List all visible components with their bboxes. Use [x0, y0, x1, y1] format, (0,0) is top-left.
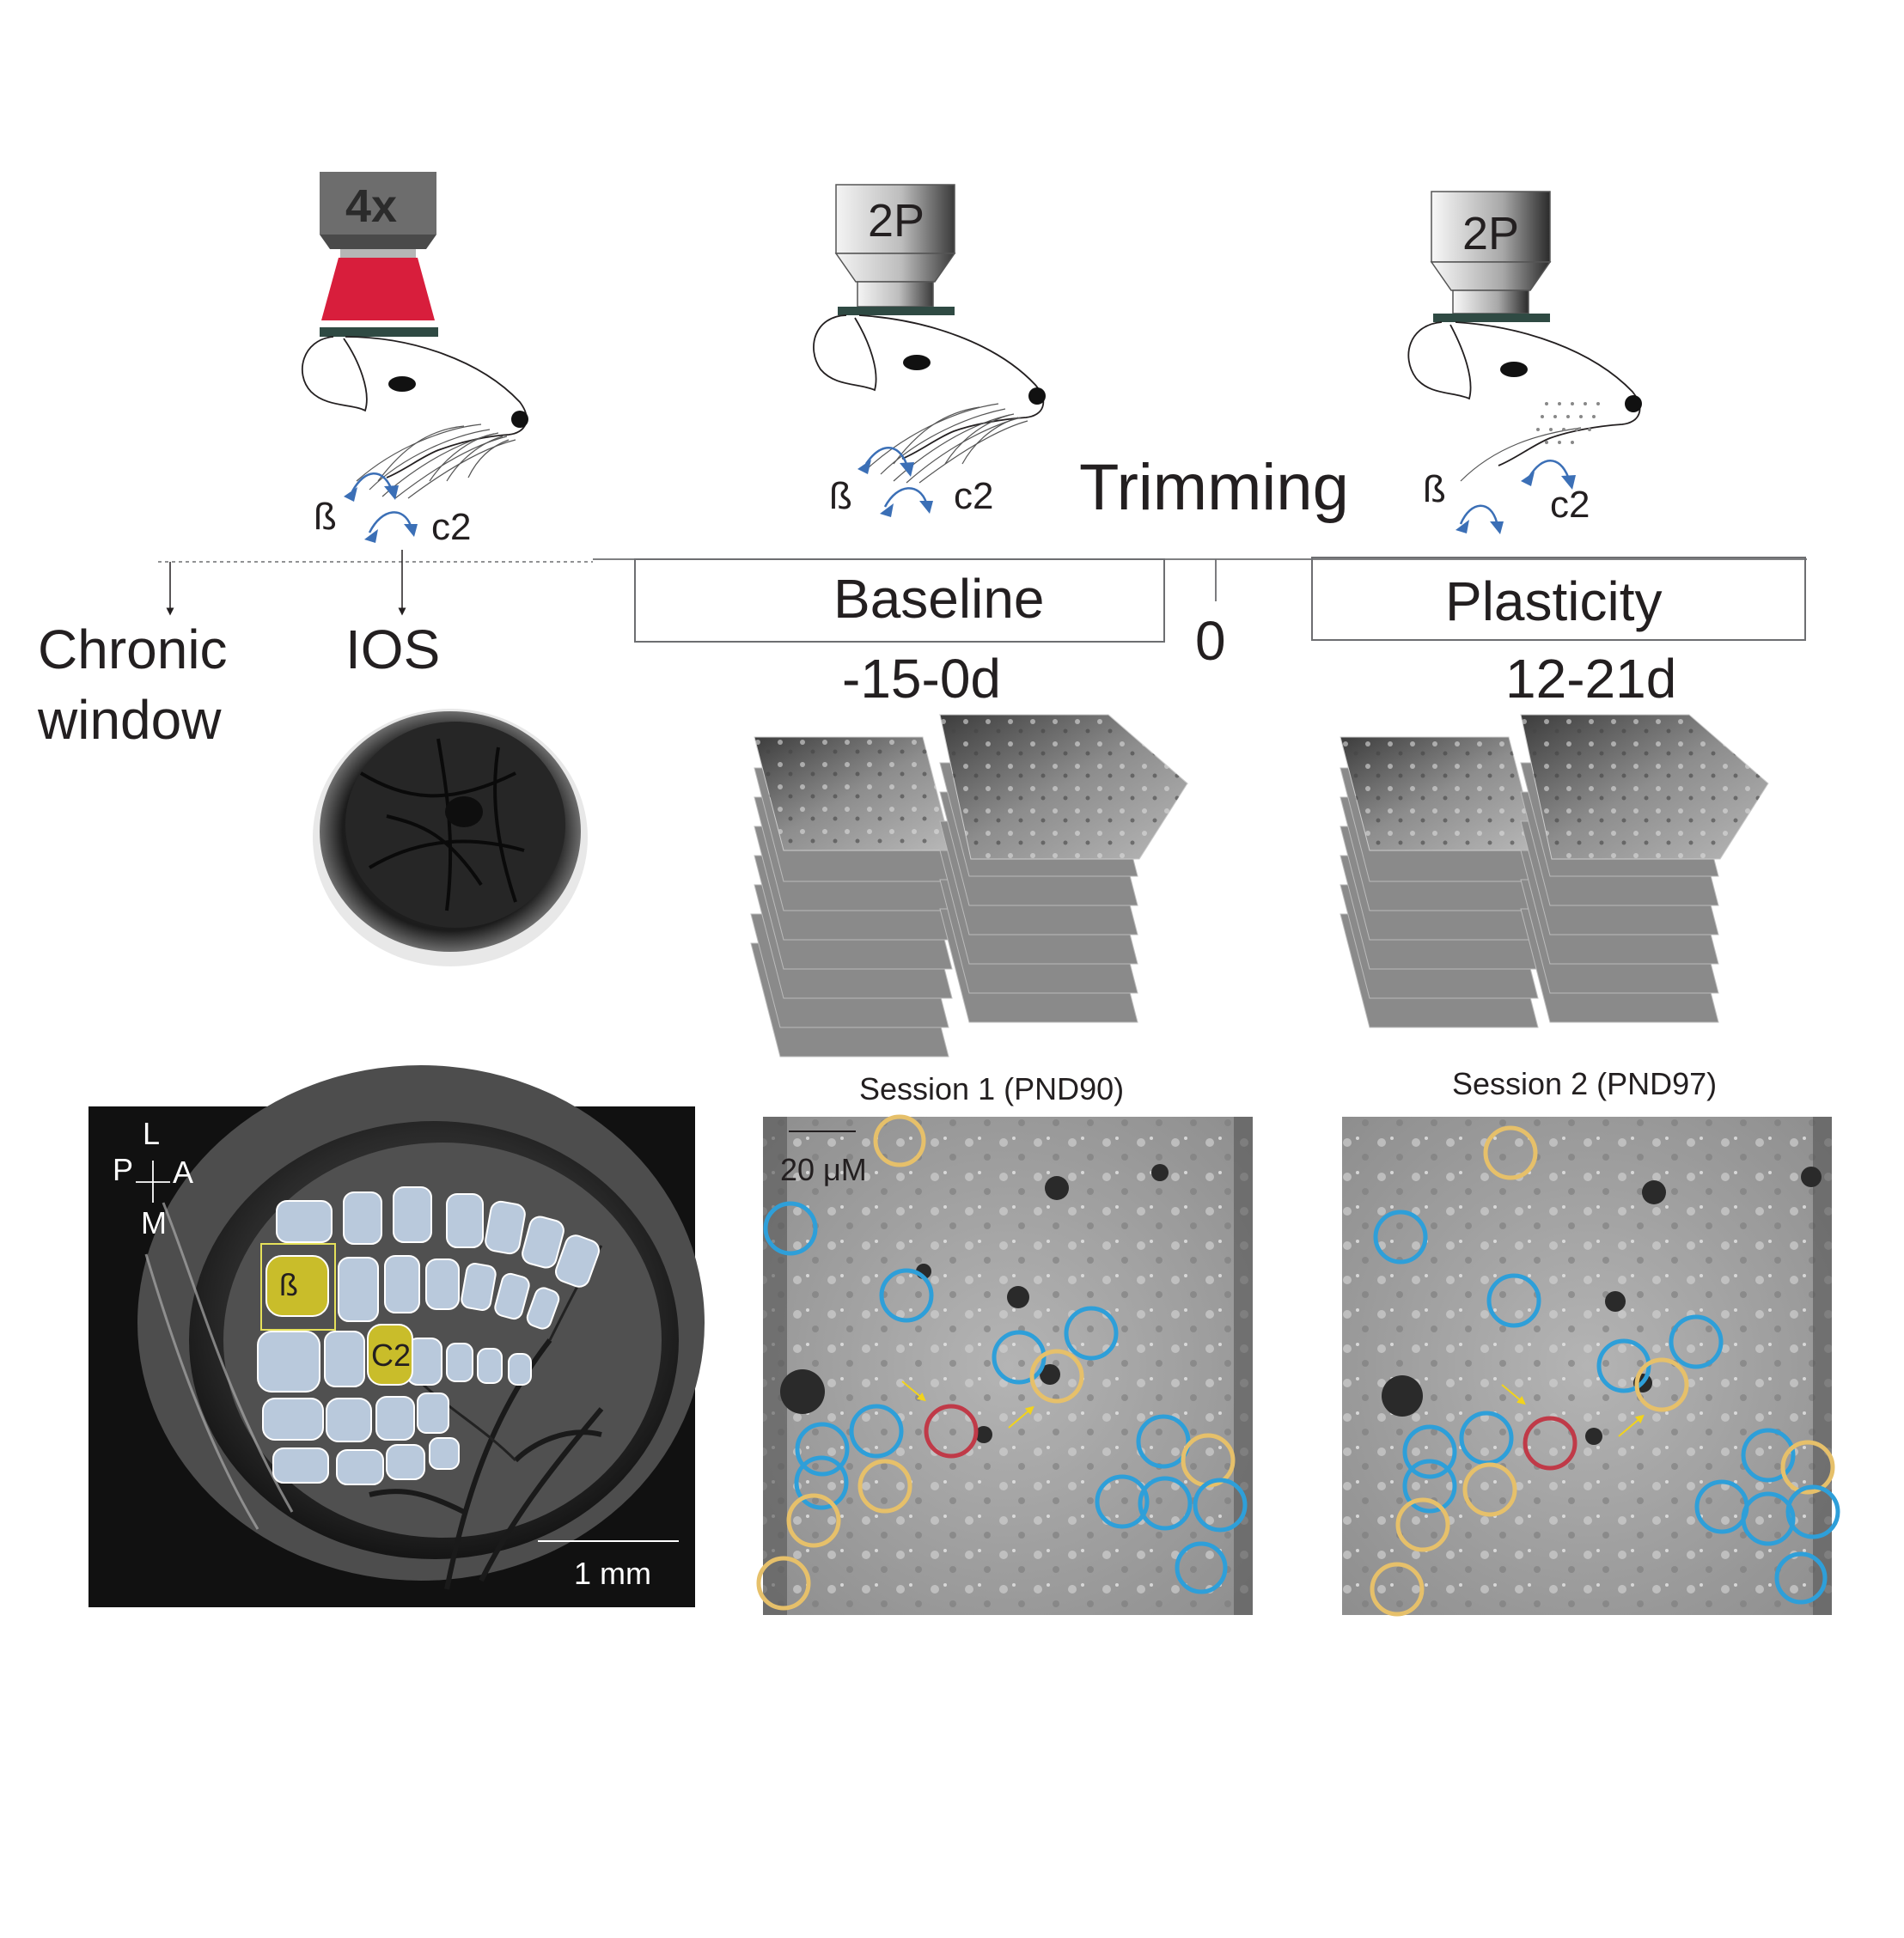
- day-zero-label: 0: [1195, 610, 1226, 672]
- session1-pointers: [901, 1380, 1034, 1429]
- plasticity-box: [1311, 557, 1806, 641]
- beta-barrel: [260, 1243, 336, 1331]
- whisker-beta-label-plasticity: ß: [1423, 468, 1446, 510]
- axis-medial-label: M: [141, 1205, 167, 1240]
- objective-4x: [320, 172, 436, 258]
- session2-title: Session 2 (PND97): [1452, 1066, 1718, 1101]
- ios-window-image: [313, 709, 588, 966]
- plasticity-days-label: 12-21d: [1505, 648, 1677, 710]
- axis-posterior-label: P: [113, 1152, 134, 1187]
- baseline-stack-left: [750, 736, 953, 1057]
- whisker-c2-label-baseline: c2: [954, 475, 994, 517]
- plasticity-stack-right: [1520, 714, 1769, 1023]
- ios-label: IOS: [345, 619, 441, 680]
- coverslip-plasticity: [1433, 314, 1550, 322]
- whisker-c2-label-plasticity: c2: [1550, 484, 1590, 526]
- whisker-arrows-baseline: [857, 447, 933, 517]
- mouse-head-baseline: [813, 314, 1046, 484]
- objective-2p-baseline-label: 2P: [868, 195, 925, 247]
- c2-barrel-label: C2: [371, 1338, 412, 1373]
- c2-barrel: [367, 1324, 413, 1386]
- session2-pointers: [1501, 1384, 1645, 1437]
- whisker-arrows-plasticity: [1455, 460, 1576, 534]
- objective-2p-plasticity-label: 2P: [1462, 208, 1520, 259]
- orientation-cross: [136, 1161, 170, 1203]
- whisker-beta-label-ios: ß: [314, 496, 337, 538]
- plasticity-stack-left: [1340, 736, 1539, 1028]
- objective-2p-plasticity: [1430, 191, 1552, 314]
- barrel-field: [257, 1186, 600, 1485]
- coverslip-ios: [320, 327, 438, 337]
- axis-anterior-label: A: [173, 1155, 194, 1190]
- objective-4x-label: 4x: [345, 180, 398, 232]
- session1-title: Session 1 (PND90): [859, 1071, 1125, 1106]
- baseline-label: Baseline: [833, 568, 1045, 630]
- whisker-c2-label-ios: c2: [431, 506, 472, 548]
- session1-scalebar-label: 20 μM: [780, 1152, 867, 1187]
- session2-fov: [1342, 1117, 1832, 1615]
- beta-barrel-label: ß: [279, 1267, 298, 1302]
- session2-cells: [1370, 1125, 1840, 1617]
- baseline-stack-right: [938, 714, 1189, 1023]
- laser-beam: [321, 258, 435, 320]
- axis-lateral-label: L: [143, 1116, 161, 1151]
- chronic-window-label-line1: Chronic: [38, 619, 228, 680]
- baseline-box: [634, 558, 1165, 643]
- session1-fov: [763, 1117, 1253, 1615]
- whisker-arrows-ios: [344, 472, 418, 543]
- objective-2p-baseline: [834, 184, 956, 308]
- plasticity-label: Plasticity: [1445, 570, 1663, 632]
- session1-cells: [756, 1114, 1248, 1611]
- whisker-beta-label-baseline: ß: [829, 475, 852, 517]
- mouse-head-plasticity: [1407, 321, 1642, 482]
- baseline-days-label: -15-0d: [842, 648, 1001, 710]
- mouse-head-ios: [301, 336, 528, 499]
- trimming-label: Trimming: [1079, 451, 1349, 524]
- coverslip-baseline: [838, 307, 955, 315]
- chronic-window-label-line2: window: [38, 689, 222, 751]
- barrel-scalebar-label: 1 mm: [574, 1556, 651, 1591]
